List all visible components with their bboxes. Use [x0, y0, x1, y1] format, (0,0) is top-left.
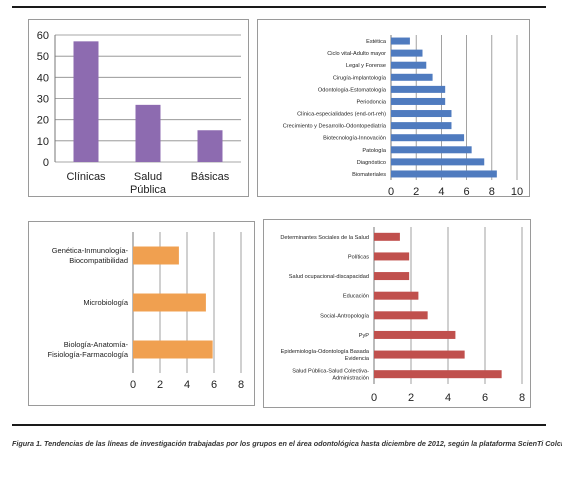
- bar: [391, 134, 465, 142]
- x-tick-label: 2: [413, 186, 419, 198]
- x-tick-label: Clínicas: [66, 171, 106, 183]
- y-category-label: Biotecnología-Innovación: [323, 136, 386, 142]
- x-tick-label: 0: [130, 379, 136, 391]
- x-tick-label: 4: [445, 392, 451, 404]
- y-category-label: Ciclo vital-Adulto mayor: [327, 51, 386, 57]
- y-tick-label: 10: [37, 136, 49, 148]
- top-rule: [12, 6, 546, 8]
- y-category-label: Microbiología: [83, 298, 128, 307]
- bar: [374, 311, 428, 320]
- y-category-label: Estética: [366, 39, 387, 45]
- bar: [133, 340, 213, 359]
- chart-public-health-lines: 0 2 4 6 8 Determinantes Sociales de la Salud P…: [280, 227, 525, 404]
- bar: [391, 146, 472, 154]
- bar: [374, 291, 419, 300]
- bar: [391, 61, 427, 69]
- y-category-label: Odontología-Estomatología: [318, 87, 387, 93]
- y-category-label: Patología: [362, 148, 387, 154]
- y-category-label: Salud Pública-Salud Colectiva-Administra…: [292, 369, 369, 382]
- y-tick-label: 50: [37, 51, 49, 63]
- y-category-label: Genética-Inmunología-Biocompatibilidad: [52, 246, 129, 265]
- y-tick-label: 60: [37, 30, 49, 42]
- y-tick-label: 30: [37, 94, 49, 106]
- y-category-label: Periodoncia: [356, 99, 386, 105]
- bar: [133, 246, 179, 265]
- x-tick-label: 0: [388, 186, 394, 198]
- bar: [391, 85, 446, 93]
- bar: [391, 73, 433, 81]
- x-tick-label: 6: [482, 392, 488, 404]
- y-category-label: Biomateriales: [352, 172, 386, 178]
- bar: [374, 272, 410, 281]
- bar: [135, 104, 161, 162]
- y-category-label: Determinantes Sociales de la Salud: [280, 235, 369, 241]
- y-category-label: Biología-Anatomía-Fisiología-Farmacologí…: [48, 340, 129, 359]
- chart-research-areas: 0 10 20 30 40 50 60 Clínicas Salud Pública Básicas: [37, 30, 241, 196]
- bar: [374, 252, 410, 261]
- chart-clinical-lines: 0 2 4 6 8 10 Estética Ciclo vital-Adulto mayor L…: [283, 35, 523, 198]
- bar: [73, 41, 99, 162]
- bar: [391, 97, 446, 105]
- figure-caption: Figura 1. Tendencias de las líneas de in…: [12, 439, 562, 448]
- y-category-label: Social-Antropología: [320, 313, 370, 319]
- y-category-label: Diagnóstico: [357, 160, 386, 166]
- bar: [374, 232, 400, 241]
- y-category-label: Legal y Forense: [346, 63, 386, 69]
- y-category-label: Salud ocupacional-discapacidad: [289, 274, 369, 280]
- bottom-rule: [12, 424, 546, 426]
- y-tick-label: 40: [37, 72, 49, 84]
- y-category-label: Epidemiología-Odontología Basada Evidenci…: [281, 349, 370, 362]
- chart-panel-basic-lines: 0 2 4 6 8 Genética-Inmunología-Biocompatibili…: [28, 221, 255, 406]
- y-category-label: Cirugía-implantología: [333, 75, 387, 81]
- x-tick-label: Salud Pública: [130, 171, 167, 196]
- x-tick-label: 8: [519, 392, 525, 404]
- x-tick-label: 2: [408, 392, 414, 404]
- y-category-label: PyP: [359, 333, 370, 339]
- x-tick-label: Básicas: [191, 171, 230, 183]
- x-tick-label: 6: [211, 379, 217, 391]
- chart-panel-public-health-lines: 0 2 4 6 8 Determinantes Sociales de la Salud P…: [263, 219, 531, 408]
- y-category-label: Educación: [343, 294, 369, 300]
- bar: [391, 122, 452, 130]
- chart-panel-clinical-lines: 0 2 4 6 8 10 Estética Ciclo vital-Adulto mayor L…: [257, 19, 530, 198]
- x-tick-label: 4: [438, 186, 444, 198]
- bar: [374, 370, 502, 379]
- x-tick-label: 6: [464, 186, 470, 198]
- x-tick-label: 0: [371, 392, 377, 404]
- x-tick-label: 8: [489, 186, 495, 198]
- x-tick-label: 4: [184, 379, 190, 391]
- bar: [374, 350, 465, 359]
- bar: [197, 130, 223, 162]
- y-category-label: Crecimiento y Desarrollo-Odontopediatría: [283, 124, 387, 130]
- y-tick-label: 0: [43, 157, 49, 169]
- x-tick-label: 8: [238, 379, 244, 391]
- bar: [391, 158, 485, 166]
- bar: [391, 49, 423, 57]
- bar: [374, 330, 456, 339]
- bar: [391, 110, 452, 118]
- chart-basic-lines: 0 2 4 6 8 Genética-Inmunología-Biocompatibili…: [48, 232, 244, 391]
- y-tick-label: 20: [37, 115, 49, 127]
- bar: [133, 293, 206, 312]
- bar: [391, 170, 497, 178]
- y-category-label: Políticas: [348, 254, 369, 260]
- bar: [391, 37, 410, 45]
- chart-panel-research-areas: 0 10 20 30 40 50 60 Clínicas Salud Pública Básicas: [28, 19, 249, 197]
- x-tick-label: 2: [157, 379, 163, 391]
- y-category-label: Clínica-especialidades (end-ort-reh): [297, 112, 386, 118]
- x-tick-label: 10: [511, 186, 523, 198]
